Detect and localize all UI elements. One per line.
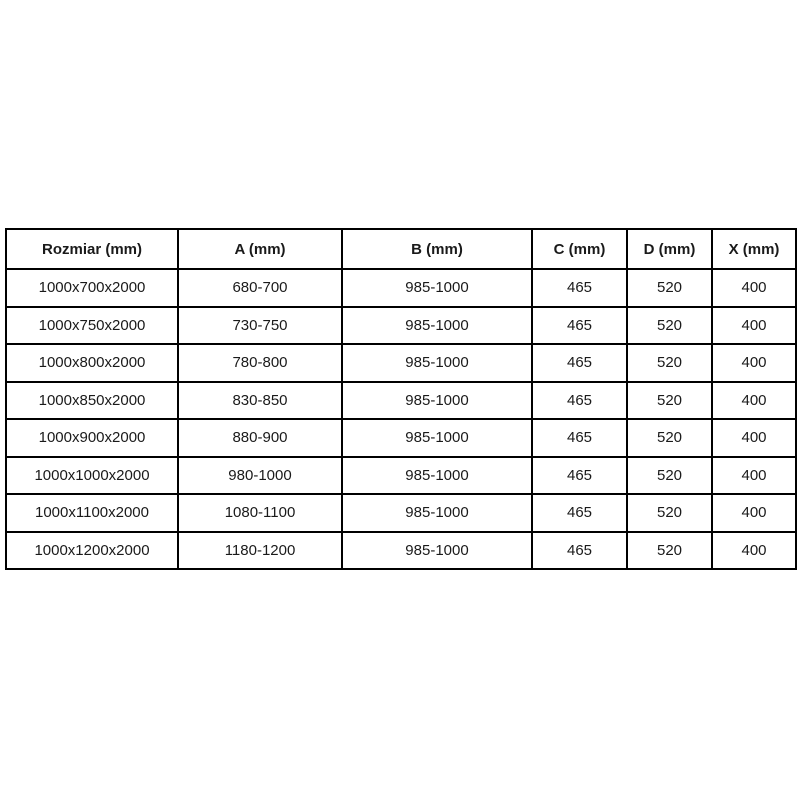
cell-rozmiar: 1000x1000x2000: [5, 455, 179, 495]
cell-x: 400: [711, 530, 797, 570]
cell-b: 985-1000: [341, 268, 533, 308]
cell-a: 730-750: [177, 305, 343, 345]
cell-c: 465: [531, 418, 628, 458]
column-header-rozmiar: Rozmiar (mm): [5, 228, 179, 270]
cell-x: 400: [711, 380, 797, 420]
cell-rozmiar: 1000x850x2000: [5, 380, 179, 420]
cell-rozmiar: 1000x800x2000: [5, 343, 179, 383]
cell-a: 880-900: [177, 418, 343, 458]
cell-c: 465: [531, 455, 628, 495]
table-row: 1000x700x2000 680-700 985-1000 465 520 4…: [5, 268, 797, 308]
cell-d: 520: [626, 418, 713, 458]
cell-x: 400: [711, 343, 797, 383]
cell-c: 465: [531, 268, 628, 308]
cell-d: 520: [626, 455, 713, 495]
cell-x: 400: [711, 305, 797, 345]
cell-c: 465: [531, 305, 628, 345]
cell-a: 1180-1200: [177, 530, 343, 570]
cell-x: 400: [711, 455, 797, 495]
cell-d: 520: [626, 343, 713, 383]
table-row: 1000x800x2000 780-800 985-1000 465 520 4…: [5, 343, 797, 383]
cell-c: 465: [531, 380, 628, 420]
table-row: 1000x1000x2000 980-1000 985-1000 465 520…: [5, 455, 797, 495]
cell-d: 520: [626, 493, 713, 533]
cell-rozmiar: 1000x750x2000: [5, 305, 179, 345]
cell-d: 520: [626, 305, 713, 345]
cell-a: 780-800: [177, 343, 343, 383]
cell-c: 465: [531, 493, 628, 533]
cell-a: 1080-1100: [177, 493, 343, 533]
cell-d: 520: [626, 268, 713, 308]
cell-b: 985-1000: [341, 530, 533, 570]
cell-b: 985-1000: [341, 418, 533, 458]
cell-x: 400: [711, 493, 797, 533]
cell-rozmiar: 1000x1200x2000: [5, 530, 179, 570]
cell-rozmiar: 1000x900x2000: [5, 418, 179, 458]
cell-c: 465: [531, 343, 628, 383]
cell-rozmiar: 1000x700x2000: [5, 268, 179, 308]
cell-rozmiar: 1000x1100x2000: [5, 493, 179, 533]
cell-d: 520: [626, 530, 713, 570]
cell-a: 830-850: [177, 380, 343, 420]
size-spec-table: Rozmiar (mm) A (mm) B (mm) C (mm) D (mm)…: [5, 228, 797, 570]
cell-a: 680-700: [177, 268, 343, 308]
column-header-b: B (mm): [341, 228, 533, 270]
table-header-row: Rozmiar (mm) A (mm) B (mm) C (mm) D (mm)…: [5, 228, 797, 270]
table-row: 1000x1100x2000 1080-1100 985-1000 465 52…: [5, 493, 797, 533]
cell-x: 400: [711, 268, 797, 308]
cell-b: 985-1000: [341, 305, 533, 345]
column-header-c: C (mm): [531, 228, 628, 270]
table-row: 1000x1200x2000 1180-1200 985-1000 465 52…: [5, 530, 797, 570]
column-header-a: A (mm): [177, 228, 343, 270]
cell-c: 465: [531, 530, 628, 570]
table-row: 1000x900x2000 880-900 985-1000 465 520 4…: [5, 418, 797, 458]
column-header-x: X (mm): [711, 228, 797, 270]
table-row: 1000x850x2000 830-850 985-1000 465 520 4…: [5, 380, 797, 420]
cell-b: 985-1000: [341, 343, 533, 383]
cell-a: 980-1000: [177, 455, 343, 495]
cell-b: 985-1000: [341, 380, 533, 420]
table-row: 1000x750x2000 730-750 985-1000 465 520 4…: [5, 305, 797, 345]
cell-b: 985-1000: [341, 493, 533, 533]
cell-b: 985-1000: [341, 455, 533, 495]
cell-x: 400: [711, 418, 797, 458]
cell-d: 520: [626, 380, 713, 420]
column-header-d: D (mm): [626, 228, 713, 270]
